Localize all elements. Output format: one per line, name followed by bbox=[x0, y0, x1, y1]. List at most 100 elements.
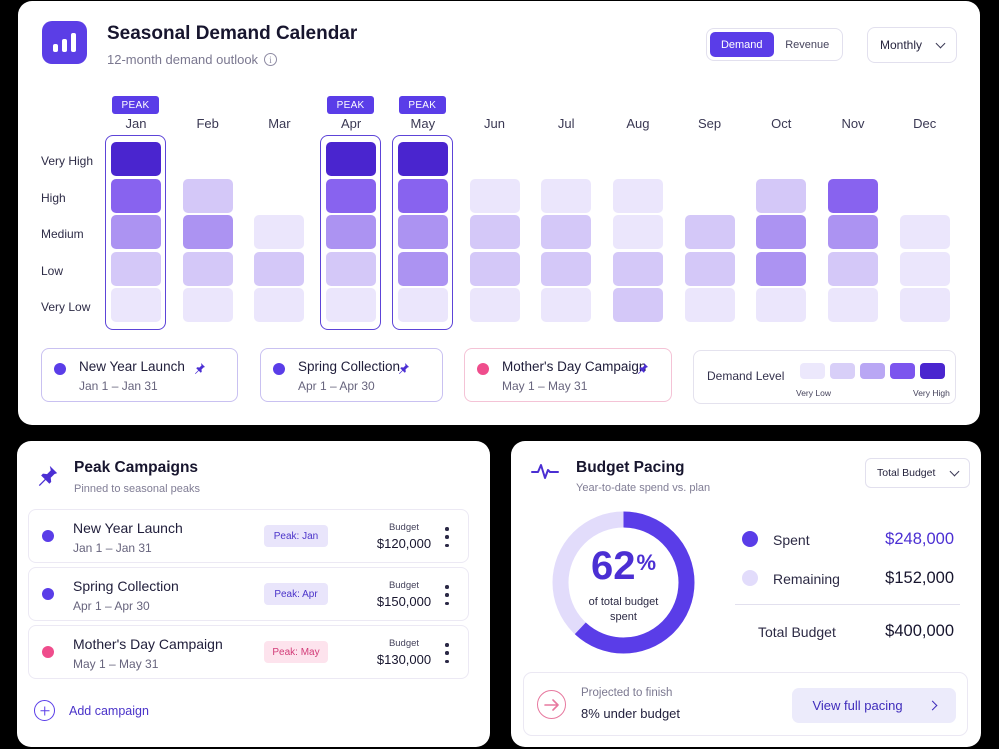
demand-cell[interactable] bbox=[469, 215, 520, 250]
demand-cell[interactable] bbox=[899, 215, 950, 250]
percent-sign: % bbox=[636, 550, 657, 575]
demand-cell[interactable] bbox=[541, 215, 592, 250]
demand-cell[interactable] bbox=[469, 178, 520, 213]
more-options-icon[interactable] bbox=[441, 527, 453, 547]
budget-label: Budget bbox=[388, 522, 420, 533]
toggle-revenue[interactable]: Revenue bbox=[785, 38, 830, 51]
peak-month-tag: Peak: Jan bbox=[264, 525, 328, 547]
add-campaign-button[interactable]: Add campaign bbox=[34, 700, 149, 721]
demand-cell[interactable] bbox=[828, 215, 878, 250]
demand-cell[interactable] bbox=[541, 178, 592, 213]
demand-cell[interactable] bbox=[828, 178, 878, 213]
peak-month-highlight bbox=[105, 135, 166, 330]
level-label: Medium bbox=[41, 227, 84, 242]
more-options-icon[interactable] bbox=[441, 585, 453, 605]
demand-cell[interactable] bbox=[254, 288, 305, 323]
level-label: High bbox=[41, 190, 66, 205]
campaign-row[interactable]: New Year Launch Jan 1 – Jan 31 Peak: Jan Bu… bbox=[28, 509, 469, 563]
more-options-icon[interactable] bbox=[441, 643, 453, 663]
demand-cell[interactable] bbox=[326, 251, 377, 286]
subtitle-text: 12-month demand outlook bbox=[107, 52, 259, 67]
demand-cell[interactable] bbox=[828, 251, 878, 286]
demand-cell[interactable] bbox=[326, 178, 377, 213]
demand-cell[interactable] bbox=[326, 142, 377, 176]
pushpin-icon[interactable] bbox=[637, 361, 649, 375]
arrow-right-circle-icon bbox=[537, 690, 566, 719]
pinned-campaign-chip[interactable]: Spring Collection Apr 1 – Apr 30 bbox=[260, 348, 443, 402]
demand-cell[interactable] bbox=[684, 215, 735, 250]
chip-name: Mother's Day Campaign bbox=[502, 359, 647, 374]
pinned-campaign-chip[interactable]: New Year Launch Jan 1 – Jan 31 bbox=[41, 348, 238, 402]
demand-cell[interactable] bbox=[182, 251, 233, 286]
legend-swatch bbox=[890, 363, 915, 379]
demand-cell[interactable] bbox=[182, 288, 233, 323]
demand-cell[interactable] bbox=[541, 251, 592, 286]
period-select[interactable]: Monthly bbox=[867, 27, 957, 63]
demand-cell[interactable] bbox=[684, 288, 735, 323]
month-label: Jan bbox=[125, 116, 147, 131]
demand-cell[interactable] bbox=[326, 288, 377, 323]
remaining-legend-dot bbox=[742, 570, 758, 586]
demand-cell[interactable] bbox=[541, 288, 592, 323]
budget-value: $130,000 bbox=[376, 652, 432, 667]
spent-label: Spent bbox=[773, 532, 810, 548]
demand-cell[interactable] bbox=[111, 288, 161, 323]
remaining-label: Remaining bbox=[773, 571, 840, 587]
demand-cell[interactable] bbox=[111, 178, 161, 213]
demand-cell[interactable] bbox=[254, 215, 305, 250]
demand-cell[interactable] bbox=[469, 251, 520, 286]
view-full-pacing-button[interactable]: View full pacing bbox=[792, 688, 956, 723]
budget-pacing-card: Budget Pacing Year-to-date spend vs. pla… bbox=[511, 441, 981, 747]
demand-cell[interactable] bbox=[899, 251, 950, 286]
donut-spent-arc bbox=[552, 511, 695, 654]
demand-cell[interactable] bbox=[254, 251, 305, 286]
campaign-row[interactable]: Spring Collection Apr 1 – Apr 30 Peak: Apr… bbox=[28, 567, 469, 621]
demand-cell[interactable] bbox=[182, 178, 233, 213]
demand-cell[interactable] bbox=[111, 215, 161, 250]
donut-caption: of total budget spent bbox=[588, 596, 659, 623]
info-icon[interactable]: i bbox=[264, 53, 278, 66]
campaign-dot bbox=[273, 363, 285, 375]
pushpin-icon[interactable] bbox=[398, 361, 410, 375]
demand-cell[interactable] bbox=[756, 215, 807, 250]
demand-cell[interactable] bbox=[397, 178, 448, 213]
chip-name: New Year Launch bbox=[79, 359, 185, 374]
level-label: Low bbox=[41, 263, 64, 278]
month-label: Nov bbox=[841, 116, 865, 131]
pushpin-icon[interactable] bbox=[194, 361, 206, 375]
budget-subtitle: Year-to-date spend vs. plan bbox=[576, 482, 711, 494]
demand-cell[interactable] bbox=[111, 142, 161, 176]
demand-cell[interactable] bbox=[397, 215, 448, 250]
demand-cell[interactable] bbox=[182, 215, 233, 250]
spent-legend-dot bbox=[742, 531, 758, 547]
demand-cell[interactable] bbox=[397, 288, 448, 323]
demand-cell[interactable] bbox=[612, 215, 663, 250]
demand-cell[interactable] bbox=[111, 251, 161, 286]
month-label: Mar bbox=[268, 116, 291, 131]
demand-cell[interactable] bbox=[828, 288, 878, 323]
month-label: Apr bbox=[340, 116, 362, 131]
demand-cell[interactable] bbox=[326, 215, 377, 250]
demand-cell[interactable] bbox=[756, 288, 807, 323]
demand-cell[interactable] bbox=[756, 178, 807, 213]
demand-cell[interactable] bbox=[612, 178, 663, 213]
month-label: Aug bbox=[626, 116, 650, 131]
budget-scope-select[interactable]: Total Budget bbox=[865, 458, 970, 488]
pulse-icon bbox=[531, 464, 559, 479]
month-label: Feb bbox=[196, 116, 219, 131]
demand-cell[interactable] bbox=[756, 251, 807, 286]
peak-badge: PEAK bbox=[112, 96, 159, 114]
legend-low-label: Very Low bbox=[796, 388, 831, 398]
demand-cell[interactable] bbox=[397, 251, 448, 286]
demand-cell[interactable] bbox=[899, 288, 950, 323]
demand-cell[interactable] bbox=[684, 251, 735, 286]
demand-cell[interactable] bbox=[612, 251, 663, 286]
demand-cell[interactable] bbox=[469, 288, 520, 323]
campaign-row[interactable]: Mother's Day Campaign May 1 – May 31 Peak:… bbox=[28, 625, 469, 679]
month-label: Oct bbox=[771, 116, 792, 131]
toggle-demand[interactable]: Demand bbox=[710, 32, 774, 57]
demand-cell[interactable] bbox=[612, 288, 663, 323]
pinned-campaign-chip[interactable]: Mother's Day Campaign May 1 – May 31 bbox=[464, 348, 672, 402]
demand-cell[interactable] bbox=[397, 142, 448, 176]
spent-percentage: 62% bbox=[551, 544, 696, 589]
